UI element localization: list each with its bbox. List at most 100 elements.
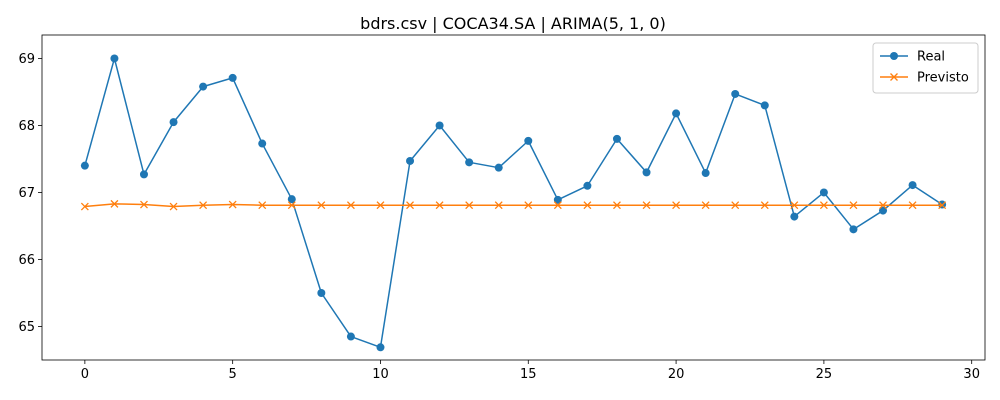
marker-stroke bbox=[642, 201, 651, 210]
data-point-real bbox=[317, 288, 326, 297]
y-tick-label: 68 bbox=[18, 119, 35, 134]
data-point-previsto bbox=[287, 201, 296, 210]
data-point-real bbox=[80, 161, 89, 170]
x-tick-label: 20 bbox=[668, 367, 685, 382]
data-point-real bbox=[553, 195, 562, 204]
data-point-real bbox=[612, 134, 621, 143]
data-point-real bbox=[258, 139, 267, 148]
data-point-real bbox=[642, 168, 651, 177]
marker-stroke bbox=[553, 201, 562, 210]
x-tick-label: 30 bbox=[963, 367, 980, 382]
data-point-real bbox=[760, 101, 769, 110]
plot-area: 0 5 10 15 20 25 30 65 66 67 68 69 bbox=[18, 34, 986, 382]
data-point-previsto bbox=[258, 201, 267, 210]
x-tick-label: 5 bbox=[229, 367, 237, 382]
data-point-real bbox=[524, 136, 533, 145]
data-point-previsto bbox=[642, 201, 651, 210]
marker-stroke bbox=[406, 201, 414, 210]
marker-stroke bbox=[199, 201, 208, 210]
data-point-real bbox=[908, 181, 917, 190]
data-point-previsto bbox=[376, 201, 385, 210]
legend: Real Previsto bbox=[872, 42, 979, 94]
marker-stroke bbox=[376, 201, 385, 210]
data-point-previsto bbox=[879, 201, 887, 210]
x-tick-label: 25 bbox=[816, 367, 833, 382]
data-point-previsto bbox=[731, 201, 740, 210]
legend-entry-real: Real bbox=[880, 50, 945, 65]
data-point-previsto bbox=[613, 201, 621, 210]
data-point-real bbox=[110, 54, 119, 63]
data-point-previsto bbox=[494, 201, 503, 210]
y-tick-label: 65 bbox=[18, 320, 35, 335]
data-point-real bbox=[139, 170, 148, 179]
data-point-previsto bbox=[435, 201, 444, 210]
data-point-previsto bbox=[317, 201, 326, 210]
data-point-previsto bbox=[169, 202, 178, 211]
data-point-previsto bbox=[199, 201, 208, 210]
marker-stroke bbox=[819, 201, 828, 210]
data-point-real bbox=[583, 181, 592, 190]
data-point-real bbox=[672, 109, 681, 118]
legend-label: Real bbox=[917, 50, 945, 65]
data-point-real bbox=[346, 332, 355, 341]
marker-stroke bbox=[672, 201, 681, 210]
y-tick-label: 66 bbox=[18, 253, 35, 268]
data-point-previsto bbox=[406, 201, 414, 210]
marker-stroke bbox=[494, 201, 503, 210]
marker-stroke bbox=[110, 199, 119, 208]
marker-stroke bbox=[908, 201, 917, 210]
data-point-previsto bbox=[701, 201, 710, 210]
marker-stroke bbox=[524, 201, 533, 210]
marker-stroke bbox=[317, 201, 326, 210]
data-point-real bbox=[879, 206, 888, 215]
data-point-previsto bbox=[908, 201, 917, 210]
marker-stroke bbox=[258, 201, 267, 210]
data-point-previsto bbox=[553, 201, 562, 210]
data-point-previsto bbox=[583, 201, 592, 210]
legend-marker bbox=[890, 73, 898, 81]
y-tick-label: 69 bbox=[18, 52, 35, 67]
legend-entry-previsto: Previsto bbox=[880, 71, 969, 86]
marker-stroke bbox=[287, 201, 296, 210]
data-point-previsto bbox=[672, 201, 681, 210]
marker-stroke bbox=[790, 201, 799, 210]
data-point-real bbox=[790, 212, 799, 221]
data-point-real bbox=[465, 158, 474, 167]
data-point-real bbox=[701, 169, 710, 178]
marker-stroke bbox=[140, 200, 148, 209]
x-tick-label: 15 bbox=[520, 367, 537, 382]
marker-stroke bbox=[938, 201, 947, 210]
data-point-previsto bbox=[524, 201, 533, 210]
data-point-real bbox=[199, 82, 208, 91]
data-point-real bbox=[169, 118, 178, 127]
data-point-real bbox=[494, 163, 503, 172]
legend-marker bbox=[890, 52, 898, 60]
marker-stroke bbox=[879, 201, 887, 210]
data-point-real bbox=[819, 188, 828, 197]
data-point-real bbox=[406, 156, 415, 165]
marker-stroke bbox=[849, 201, 858, 210]
data-point-previsto bbox=[465, 201, 474, 210]
marker-stroke bbox=[435, 201, 444, 210]
marker-stroke bbox=[169, 202, 178, 211]
plot-frame bbox=[41, 34, 986, 361]
y-tick-label: 67 bbox=[18, 186, 35, 201]
marker-stroke bbox=[613, 201, 621, 210]
data-point-previsto bbox=[228, 200, 237, 209]
data-point-real bbox=[228, 73, 237, 82]
marker-stroke bbox=[760, 201, 769, 210]
data-point-real bbox=[435, 121, 444, 130]
marker-stroke bbox=[583, 201, 592, 210]
data-point-real bbox=[287, 195, 296, 204]
data-point-previsto bbox=[346, 201, 355, 210]
x-tick-label: 0 bbox=[81, 367, 89, 382]
data-point-previsto bbox=[819, 201, 828, 210]
data-point-previsto bbox=[790, 201, 799, 210]
marker-stroke bbox=[701, 201, 710, 210]
marker-stroke bbox=[228, 200, 237, 209]
marker-stroke bbox=[465, 201, 474, 210]
data-point-real bbox=[376, 343, 385, 352]
data-point-previsto bbox=[760, 201, 769, 210]
